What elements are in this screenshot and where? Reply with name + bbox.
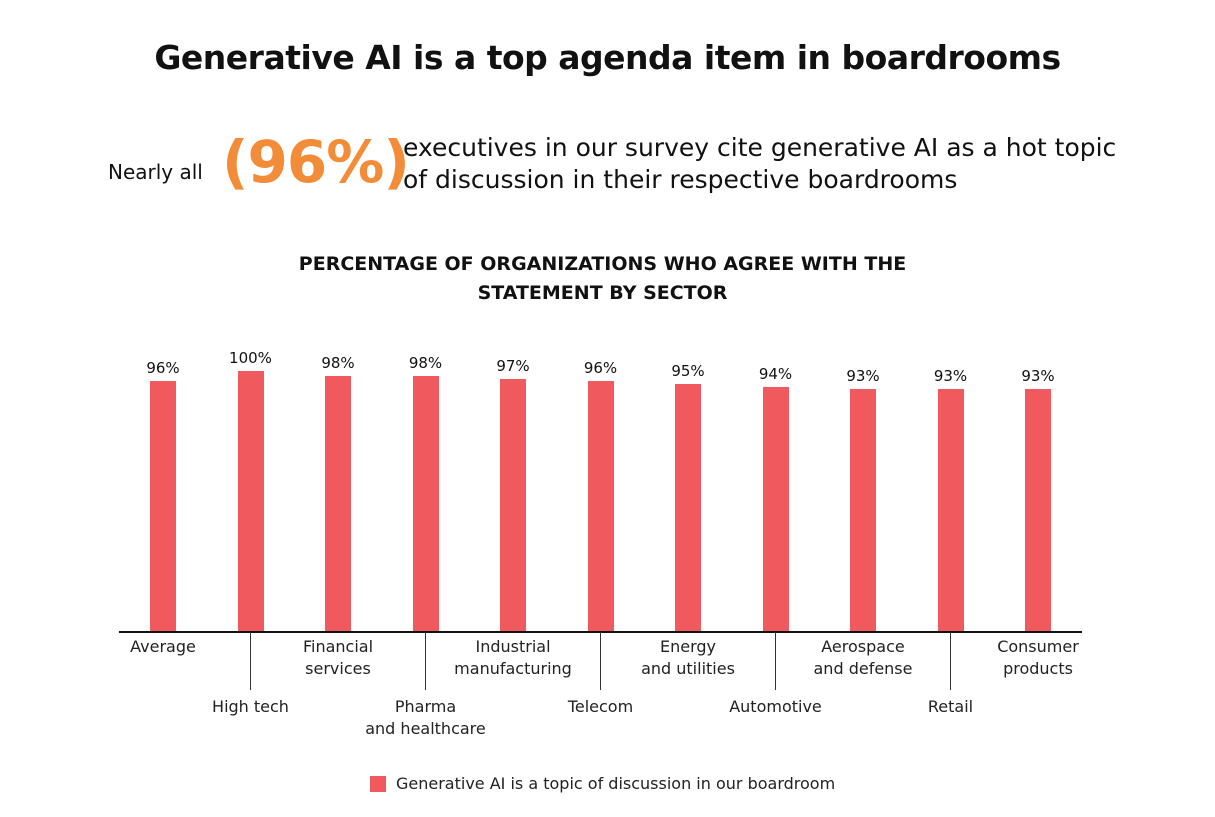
category-label: Automotive (729, 697, 822, 716)
bar-2 (325, 376, 351, 631)
category-label: Aerospace and defense (813, 637, 913, 678)
lead-text: Nearly all (108, 160, 203, 184)
bar-3 (412, 376, 439, 631)
value-label: 96% (146, 359, 180, 378)
category-label: Pharma and healthcare (365, 697, 486, 738)
x-axis-line (119, 631, 1082, 633)
bar-10 (1025, 389, 1051, 631)
value-label: 94% (758, 364, 793, 383)
category-divider (249, 632, 251, 690)
bar-5 (587, 381, 614, 631)
category-label: Energy and utilities (641, 637, 735, 678)
category-label: Average (130, 637, 196, 656)
legend: Generative AI is a topic of discussion i… (370, 774, 835, 793)
bar-0 (150, 381, 176, 631)
page-title: Generative AI is a top agenda item in bo… (154, 38, 1061, 77)
category-divider (599, 632, 601, 690)
category-label: Consumer products (997, 637, 1079, 678)
category-label: High tech (212, 697, 289, 716)
category-divider (949, 632, 951, 690)
value-label: 93% (933, 367, 968, 386)
chart-title: PERCENTAGE OF ORGANIZATIONS WHO AGREE WI… (298, 253, 907, 304)
bar-6 (675, 384, 701, 631)
category-label: Telecom (567, 697, 634, 716)
value-label: 100% (229, 349, 272, 367)
legend-label: Generative AI is a topic of discussion i… (396, 774, 836, 793)
legend-swatch (370, 775, 386, 792)
highlight-percentage: (96%) (222, 128, 410, 196)
value-label: 93% (846, 367, 880, 386)
value-label: 93% (1021, 367, 1055, 386)
bar-1 (237, 371, 264, 631)
description-text: executives in our survey cite generative… (403, 133, 1117, 194)
bar-8 (850, 389, 876, 631)
category-label: Financial services (302, 637, 374, 678)
bar-7 (762, 386, 789, 631)
value-label: 96% (583, 359, 618, 378)
value-label: 98% (408, 354, 443, 373)
value-label: 95% (671, 362, 705, 380)
category-label: Retail (927, 697, 974, 716)
bar-9 (937, 389, 964, 631)
bar-4 (500, 378, 526, 631)
value-label: 97% (496, 356, 530, 375)
category-label: Industrial manufacturing (454, 637, 572, 678)
value-label: 98% (321, 354, 355, 373)
category-divider (774, 632, 776, 690)
category-divider (424, 632, 426, 690)
